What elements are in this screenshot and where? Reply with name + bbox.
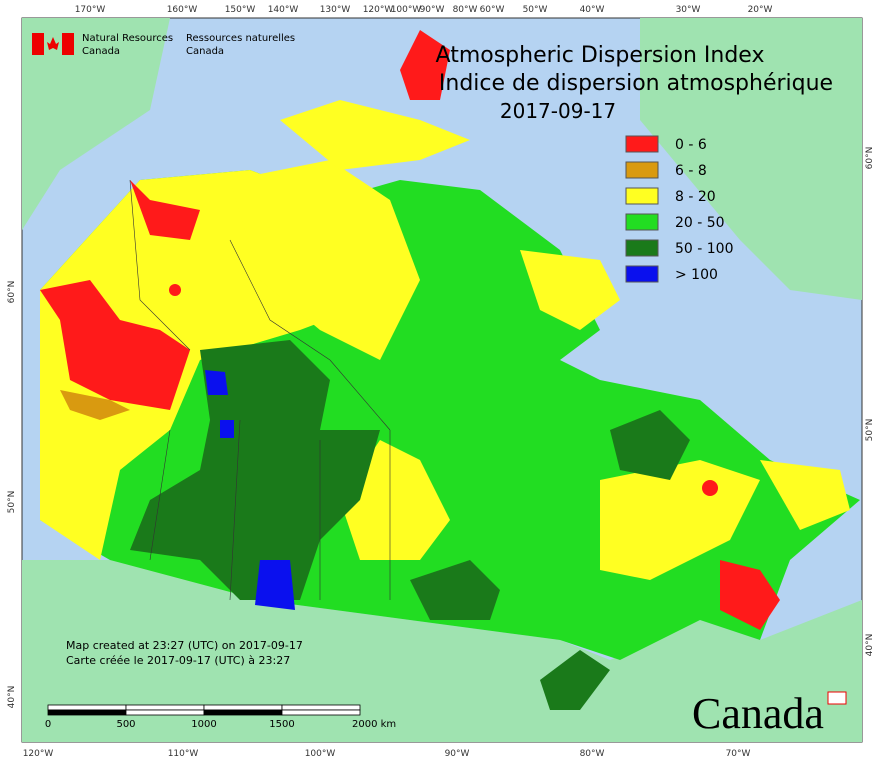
scale-segment (47, 709, 127, 716)
scale-segment (125, 709, 205, 716)
index-zone (720, 560, 780, 630)
lon-label: 60°W (480, 5, 505, 15)
lon-label: 80°W (580, 749, 605, 759)
lon-label: 160°W (167, 5, 198, 15)
date: 2017-09-17 (500, 99, 616, 123)
scale-bar: 0 500 1000 1500 2000 km (45, 704, 396, 730)
wordmark-flag (827, 691, 847, 705)
index-zone (60, 390, 130, 420)
scale-segment (281, 704, 361, 711)
lat-label: 60°N (865, 147, 875, 170)
lon-label: 120°W (23, 749, 54, 759)
scale-label: 500 (116, 719, 135, 730)
legend-swatch (625, 265, 659, 283)
lat-label: 50°N (865, 419, 875, 442)
wordmark: Canada (692, 689, 824, 738)
alaska (22, 18, 170, 230)
legend-swatch (625, 187, 659, 205)
legend-label: 50 - 100 (675, 241, 734, 257)
index-zone (610, 410, 690, 480)
lat-label: 40°N (7, 686, 17, 709)
scale-label: 1000 (191, 719, 216, 730)
lon-label: 90°W (445, 749, 470, 759)
lat-label: 60°N (7, 281, 17, 304)
credit: Carte créée le 2017-09-17 (UTC) à 23:27 (66, 654, 290, 667)
lon-label: 150°W (225, 5, 256, 15)
scale-segment (125, 704, 205, 711)
legend-label: 0 - 6 (675, 137, 707, 153)
index-zone (520, 250, 620, 330)
lon-label: 50°W (523, 5, 548, 15)
borders (129, 179, 391, 601)
lat-label: 50°N (7, 491, 17, 514)
credit: Map created at 23:27 (UTC) on 2017-09-17 (66, 639, 303, 652)
lon-label: 120°W (363, 5, 394, 15)
lon-label: 100°W (305, 749, 336, 759)
legend: 0 - 6 6 - 8 8 - 20 20 - 50 50 - 100 > 100 (625, 135, 734, 283)
legend-label: 6 - 8 (675, 163, 707, 179)
legend-label: 20 - 50 (675, 215, 725, 231)
lat-label: 40°N (865, 634, 875, 657)
legend-swatch (625, 239, 659, 257)
lon-label: 110°W (168, 749, 199, 759)
org-en: Canada (82, 46, 120, 57)
lon-label: 70°W (726, 749, 751, 759)
index-zone (130, 180, 200, 240)
org-fr: Canada (186, 46, 224, 57)
index-zone (760, 460, 850, 530)
lon-label: 30°W (676, 5, 701, 15)
legend-swatch (625, 161, 659, 179)
land (22, 18, 862, 742)
lon-label: 100°W (391, 5, 422, 15)
scale-label: 1500 (269, 719, 294, 730)
lon-label: 90°W (420, 5, 445, 15)
index-zone (702, 480, 718, 496)
index-zone (410, 560, 500, 620)
index-zone (130, 340, 380, 600)
index-zone (400, 30, 450, 100)
index-zone (220, 420, 234, 438)
legend-label: > 100 (675, 267, 718, 283)
org-en: Natural Resources (82, 33, 173, 44)
scale-label: 0 (45, 719, 51, 730)
lon-label: 80°W (453, 5, 478, 15)
index-zone (205, 370, 228, 395)
lon-label: 40°W (580, 5, 605, 15)
scale-segment (203, 704, 283, 711)
index-zone (169, 284, 181, 296)
lon-label: 130°W (320, 5, 351, 15)
index-zone (600, 460, 760, 580)
flag-bar (32, 33, 44, 55)
index-zone (230, 160, 420, 360)
legend-label: 8 - 20 (675, 189, 716, 205)
index-zone (540, 650, 610, 710)
index-zone (255, 560, 295, 610)
index-zone (280, 100, 470, 170)
scale-label: 2000 km (352, 719, 396, 730)
flag-leaf (47, 37, 59, 50)
scale-segment (281, 709, 361, 716)
lon-label: 170°W (75, 5, 106, 15)
title-fr: Indice de dispersion atmosphérique (439, 71, 833, 96)
lon-label: 20°W (748, 5, 773, 15)
index-zone (40, 280, 190, 410)
org-fr: Ressources naturelles (186, 33, 295, 44)
lon-label: 140°W (268, 5, 299, 15)
flag-bar (62, 33, 74, 55)
scale-segment (203, 709, 283, 716)
title: Atmospheric Dispersion Index (436, 43, 765, 68)
usa (22, 560, 862, 742)
legend-swatch (625, 135, 659, 153)
greenland (640, 18, 862, 300)
scale-segment (47, 704, 127, 711)
index-zones (40, 30, 860, 710)
legend-swatch (625, 213, 659, 231)
